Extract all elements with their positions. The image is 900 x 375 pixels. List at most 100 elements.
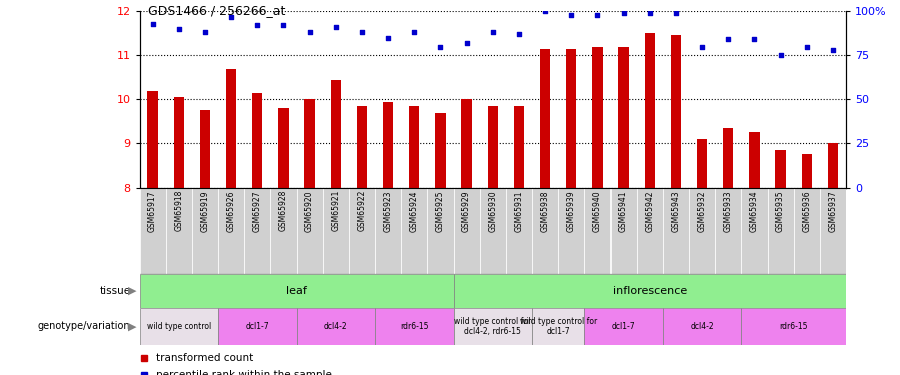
Bar bbox=[356, 106, 367, 188]
Bar bbox=[454, 308, 532, 345]
Text: GSM65921: GSM65921 bbox=[331, 190, 340, 231]
Text: GSM65930: GSM65930 bbox=[488, 190, 497, 232]
Bar bbox=[488, 106, 498, 188]
Bar bbox=[218, 308, 296, 345]
Bar bbox=[304, 99, 315, 188]
Bar bbox=[662, 188, 689, 274]
Point bbox=[459, 40, 473, 46]
Bar bbox=[532, 188, 558, 274]
Point bbox=[643, 10, 657, 16]
Bar bbox=[532, 308, 584, 345]
Point bbox=[433, 44, 447, 50]
Point bbox=[564, 12, 579, 18]
Bar bbox=[454, 188, 480, 274]
Text: GSM65917: GSM65917 bbox=[148, 190, 157, 232]
Point bbox=[276, 22, 291, 28]
Bar bbox=[662, 308, 742, 345]
Text: ▶: ▶ bbox=[129, 321, 137, 331]
Bar bbox=[566, 49, 577, 188]
Bar bbox=[140, 188, 166, 274]
Text: GSM65918: GSM65918 bbox=[175, 190, 184, 231]
Bar bbox=[697, 139, 707, 188]
Bar bbox=[716, 188, 742, 274]
Text: dcl1-7: dcl1-7 bbox=[612, 322, 635, 331]
Bar bbox=[140, 308, 218, 345]
Point bbox=[799, 44, 814, 50]
Text: GSM65924: GSM65924 bbox=[410, 190, 418, 232]
Text: tissue: tissue bbox=[99, 286, 130, 296]
Bar bbox=[330, 80, 341, 188]
Bar bbox=[244, 188, 270, 274]
Text: GSM65940: GSM65940 bbox=[593, 190, 602, 232]
Bar bbox=[636, 188, 662, 274]
Text: genotype/variation: genotype/variation bbox=[38, 321, 130, 331]
Text: GSM65933: GSM65933 bbox=[724, 190, 733, 232]
Text: GSM65922: GSM65922 bbox=[357, 190, 366, 231]
Bar bbox=[689, 188, 716, 274]
Point bbox=[328, 24, 343, 30]
Bar bbox=[428, 188, 454, 274]
Text: GSM65919: GSM65919 bbox=[201, 190, 210, 232]
Point bbox=[825, 47, 840, 53]
Text: GSM65927: GSM65927 bbox=[253, 190, 262, 232]
Text: GSM65934: GSM65934 bbox=[750, 190, 759, 232]
Bar bbox=[174, 97, 184, 188]
Point bbox=[381, 35, 395, 41]
Text: wild type control for
dcl4-2, rdr6-15: wild type control for dcl4-2, rdr6-15 bbox=[454, 316, 531, 336]
Text: GSM65926: GSM65926 bbox=[227, 190, 236, 232]
Bar bbox=[749, 132, 760, 188]
Bar bbox=[218, 188, 244, 274]
Bar bbox=[375, 308, 454, 345]
Bar bbox=[252, 93, 263, 188]
Text: GSM65931: GSM65931 bbox=[515, 190, 524, 232]
Point bbox=[512, 31, 526, 37]
Text: leaf: leaf bbox=[286, 286, 307, 296]
Point bbox=[747, 36, 761, 42]
Point bbox=[538, 8, 553, 14]
Bar bbox=[480, 188, 506, 274]
Text: ▶: ▶ bbox=[129, 286, 137, 296]
Text: transformed count: transformed count bbox=[156, 353, 253, 363]
Text: dcl4-2: dcl4-2 bbox=[324, 322, 347, 331]
Text: GSM65936: GSM65936 bbox=[802, 190, 811, 232]
Point bbox=[302, 29, 317, 35]
Text: GDS1466 / 256266_at: GDS1466 / 256266_at bbox=[148, 4, 286, 17]
Bar bbox=[140, 274, 454, 308]
Text: GSM65929: GSM65929 bbox=[462, 190, 471, 232]
Bar bbox=[644, 33, 655, 188]
Point bbox=[250, 22, 265, 28]
Point bbox=[407, 29, 421, 35]
Bar bbox=[584, 308, 662, 345]
Text: percentile rank within the sample: percentile rank within the sample bbox=[156, 370, 331, 375]
Text: GSM65920: GSM65920 bbox=[305, 190, 314, 232]
Bar bbox=[296, 308, 375, 345]
Bar bbox=[192, 188, 218, 274]
Bar bbox=[462, 99, 472, 188]
Text: dcl1-7: dcl1-7 bbox=[246, 322, 269, 331]
Text: inflorescence: inflorescence bbox=[613, 286, 687, 296]
Bar bbox=[349, 188, 375, 274]
Text: dcl4-2: dcl4-2 bbox=[690, 322, 714, 331]
Point bbox=[146, 21, 160, 27]
Bar bbox=[794, 188, 820, 274]
Text: GSM65943: GSM65943 bbox=[671, 190, 680, 232]
Bar bbox=[776, 150, 786, 188]
Bar bbox=[540, 49, 550, 188]
Point bbox=[590, 12, 605, 18]
Bar bbox=[592, 46, 603, 188]
Bar bbox=[802, 154, 812, 188]
Point bbox=[172, 26, 186, 32]
Bar bbox=[278, 108, 289, 188]
Point bbox=[486, 29, 500, 35]
Bar bbox=[610, 188, 636, 274]
Point bbox=[669, 10, 683, 16]
Text: rdr6-15: rdr6-15 bbox=[400, 322, 428, 331]
Text: wild type control: wild type control bbox=[147, 322, 211, 331]
Bar bbox=[200, 110, 211, 188]
Bar bbox=[166, 188, 192, 274]
Point bbox=[773, 53, 788, 58]
Bar bbox=[148, 91, 157, 188]
Point bbox=[198, 29, 212, 35]
Bar bbox=[382, 102, 393, 188]
Bar bbox=[820, 188, 846, 274]
